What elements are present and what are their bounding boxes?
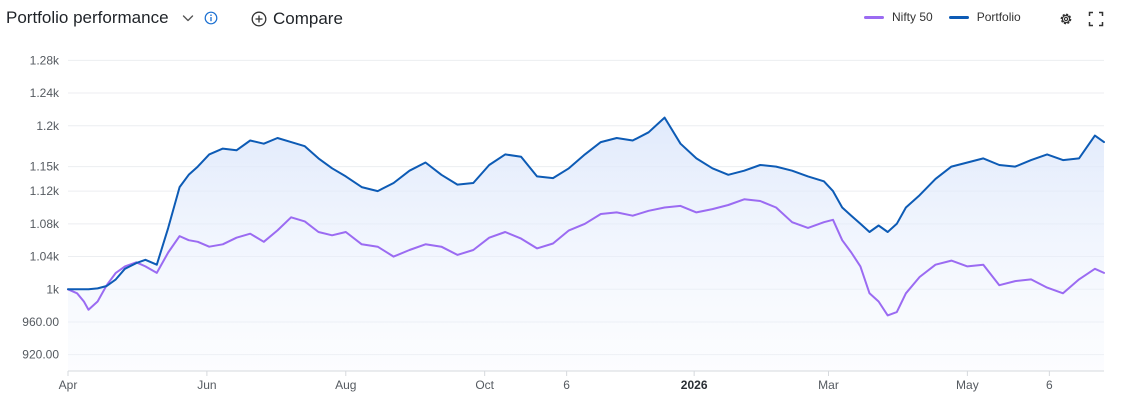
legend-item-portfolio[interactable]: Portfolio — [948, 10, 1021, 24]
y-tick-label: 1.28k — [30, 53, 60, 67]
portfolio-line — [67, 116, 1105, 291]
y-tick-label: 1.2k — [36, 119, 60, 133]
expand-icon[interactable] — [1088, 11, 1104, 27]
y-tick-label: 1.12k — [30, 184, 60, 198]
info-icon[interactable] — [204, 11, 218, 25]
y-tick-label: 920.00 — [22, 348, 59, 362]
chart-legend: Nifty 50 Portfolio — [864, 10, 1037, 24]
x-tick-label: 6 — [563, 378, 570, 392]
y-axis: 920.00 960.00 1k 1.04k 1.08k 1.12k 1.15k 1.2k 1.… — [22, 53, 60, 361]
y-tick-label: 1.04k — [30, 250, 60, 264]
legend-swatch-nifty — [864, 15, 884, 19]
x-tick-label: 2026 — [681, 378, 708, 392]
legend-label-portfolio: Portfolio — [976, 10, 1021, 24]
area-fill — [68, 117, 1104, 371]
portfolio-area — [68, 117, 1104, 371]
x-tick-label: Apr — [59, 378, 78, 392]
line-chart: 920.00 960.00 1k 1.04k 1.08k 1.12k 1.15k 1.2k 1.… — [22, 53, 1105, 392]
x-tick-label: Oct — [475, 378, 494, 392]
page-title: Portfolio performance — [6, 8, 169, 27]
legend-swatch-portfolio — [948, 15, 969, 19]
nifty-50-line — [67, 198, 1105, 317]
series-lines — [67, 116, 1105, 317]
y-tick-label: 1.15k — [30, 160, 60, 174]
x-tick-label: Mar — [818, 378, 839, 392]
compare-label: Compare — [273, 9, 343, 28]
x-axis: Apr Jun Aug Oct 6 2026 Mar May 6 — [59, 370, 1104, 392]
y-tick-label: 1.24k — [30, 86, 60, 100]
y-tick-label: 960.00 — [22, 315, 59, 329]
compare-button[interactable]: Compare — [251, 8, 343, 30]
legend-label-nifty: Nifty 50 — [892, 10, 933, 24]
y-tick-label: 1k — [46, 282, 60, 296]
chart-header: Portfolio performance Compare Nifty 50 P… — [0, 0, 1124, 38]
plus-circle-icon — [251, 11, 267, 27]
y-tick-label: 1.08k — [30, 217, 60, 231]
x-tick-label: Jun — [197, 378, 216, 392]
gear-icon[interactable] — [1058, 11, 1074, 27]
chevron-down-icon[interactable] — [181, 11, 195, 25]
legend-item-nifty[interactable]: Nifty 50 — [864, 10, 933, 24]
x-tick-label: May — [956, 378, 979, 392]
x-tick-label: 6 — [1046, 378, 1053, 392]
x-tick-label: Aug — [335, 378, 356, 392]
